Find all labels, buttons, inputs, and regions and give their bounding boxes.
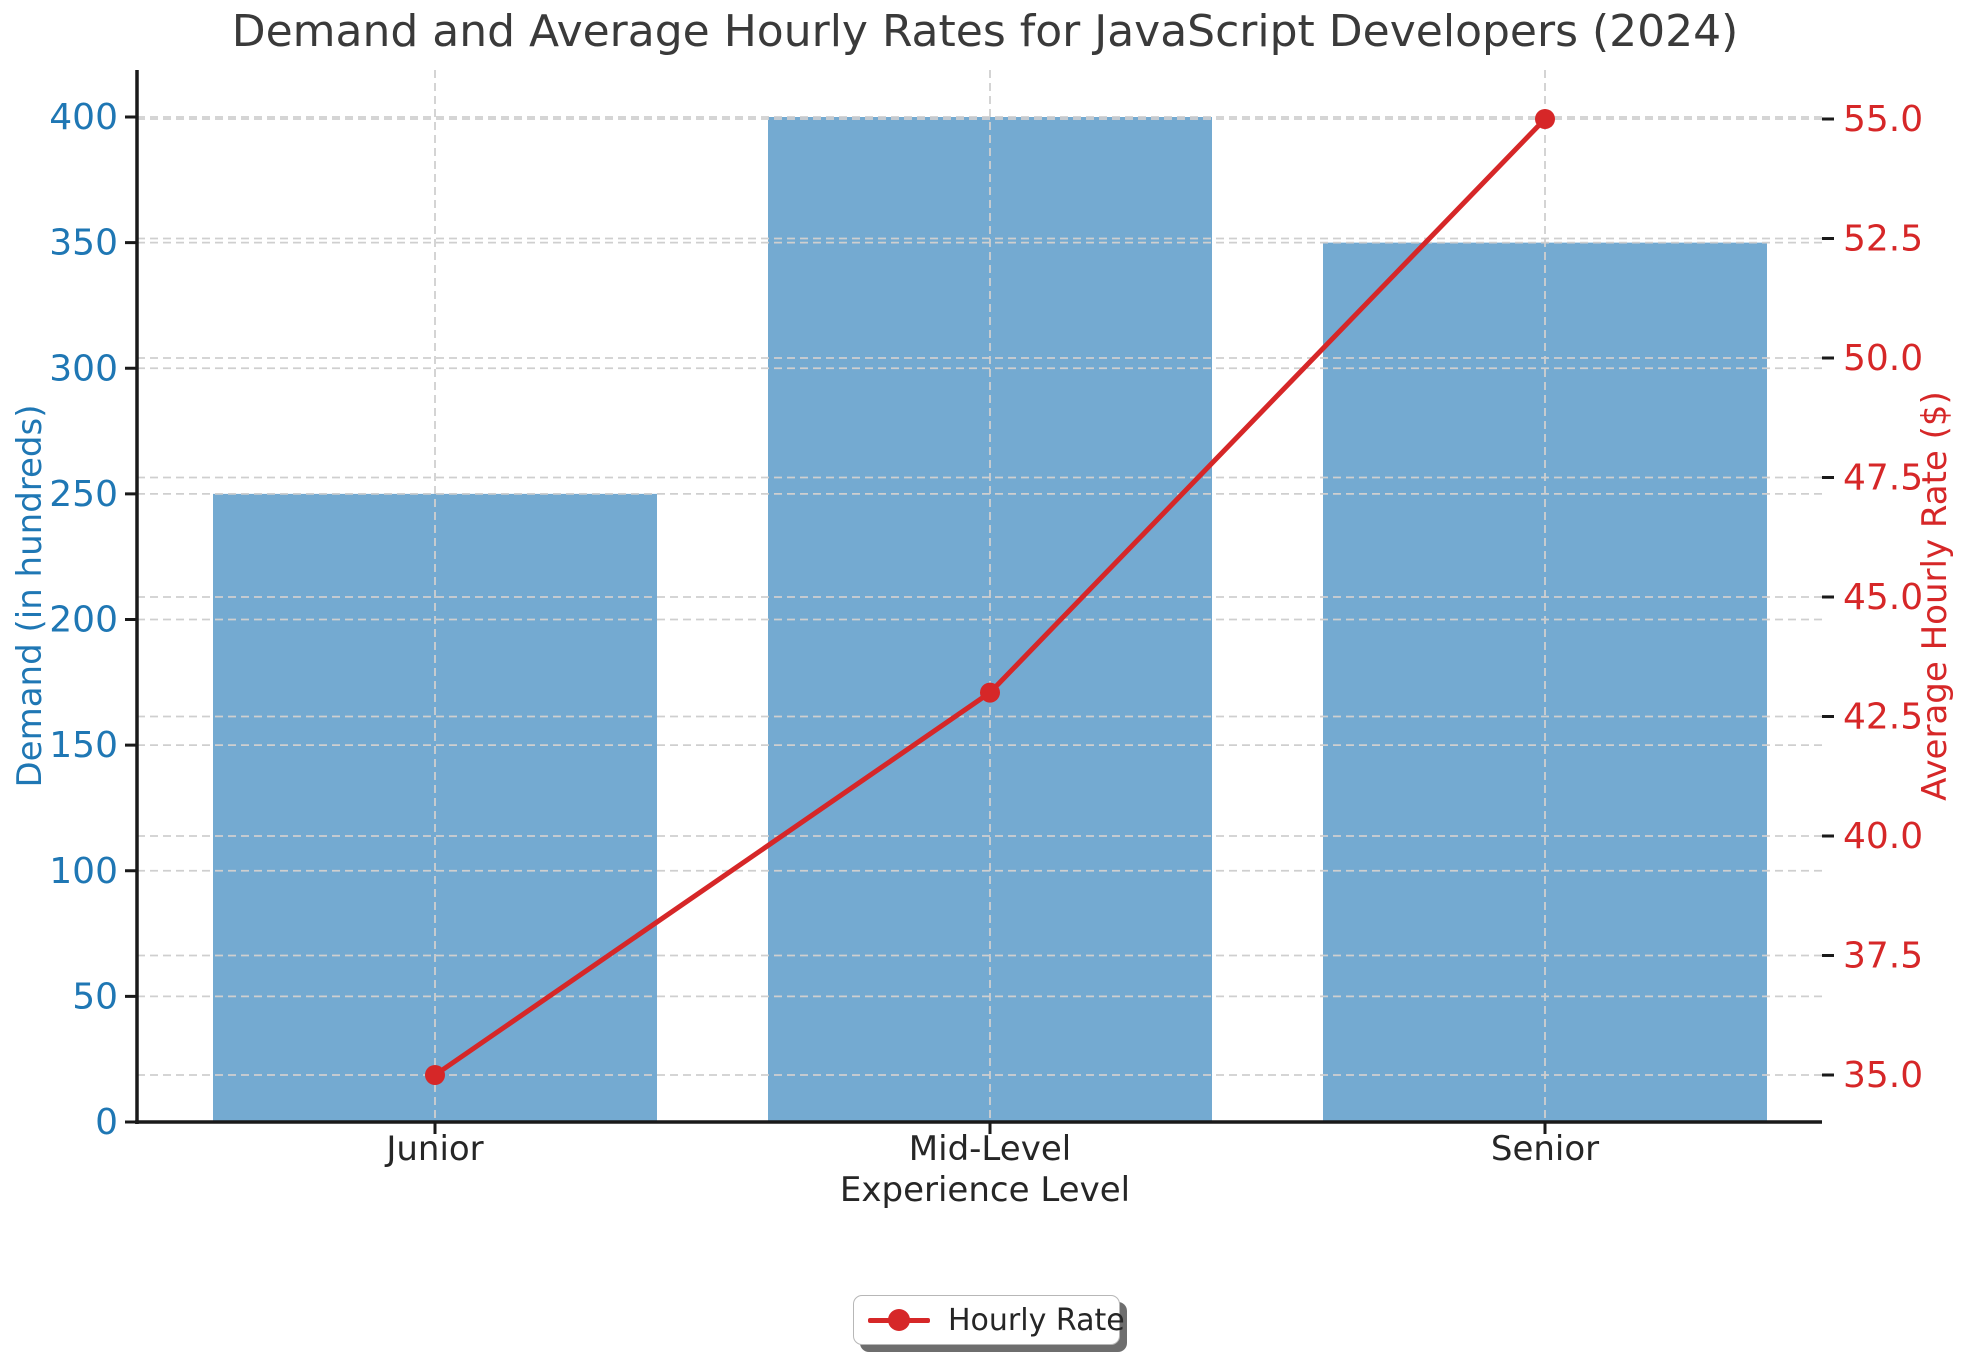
- right-tick-label-42.5: 42.5: [1843, 697, 1923, 738]
- right-tick-label-45: 45.0: [1843, 577, 1923, 618]
- right-tick-label-47.5: 47.5: [1843, 458, 1923, 499]
- left-tick-label-150: 150: [49, 725, 118, 766]
- y-axis-label-right: Average Hourly Rate ($): [1915, 391, 1955, 801]
- x-tick-label-senior: Senior: [1491, 1129, 1599, 1169]
- right-tick-label-35: 35.0: [1843, 1055, 1923, 1096]
- x-tick-label-junior: Junior: [384, 1129, 483, 1169]
- legend-line-dot-icon: [868, 1309, 930, 1331]
- hourly-rate-point-junior: [425, 1065, 445, 1085]
- legend-dot-icon: [888, 1309, 910, 1331]
- x-tick-label-mid-level: Mid-Level: [909, 1129, 1071, 1169]
- left-tick-label-400: 400: [49, 97, 118, 138]
- left-tick-label-50: 50: [72, 976, 118, 1017]
- left-tick-label-100: 100: [49, 851, 118, 892]
- legend-label: Hourly Rate: [948, 1302, 1125, 1338]
- right-tick-label-52.5: 52.5: [1843, 219, 1923, 260]
- left-tick-label-200: 200: [49, 600, 118, 641]
- legend: Hourly Rate: [853, 1295, 1125, 1345]
- bar-junior: [213, 493, 657, 1122]
- left-tick-label-350: 350: [49, 223, 118, 264]
- right-tick-label-40: 40.0: [1843, 816, 1923, 857]
- right-tick-label-50: 50.0: [1843, 338, 1923, 379]
- chart-title: Demand and Average Hourly Rates for Java…: [231, 6, 1739, 57]
- left-tick-label-0: 0: [95, 1102, 118, 1143]
- hourly-rate-point-mid-level: [980, 682, 1000, 703]
- right-tick-label-55: 55.0: [1843, 99, 1923, 140]
- y-axis-label-left: Demand (in hundreds): [10, 404, 50, 788]
- right-tick-label-37.5: 37.5: [1843, 936, 1923, 977]
- hourly-rate-point-senior: [1535, 109, 1555, 129]
- left-tick-label-300: 300: [49, 348, 118, 389]
- x-axis-label: Experience Level: [839, 1170, 1131, 1210]
- left-tick-label-250: 250: [49, 474, 118, 515]
